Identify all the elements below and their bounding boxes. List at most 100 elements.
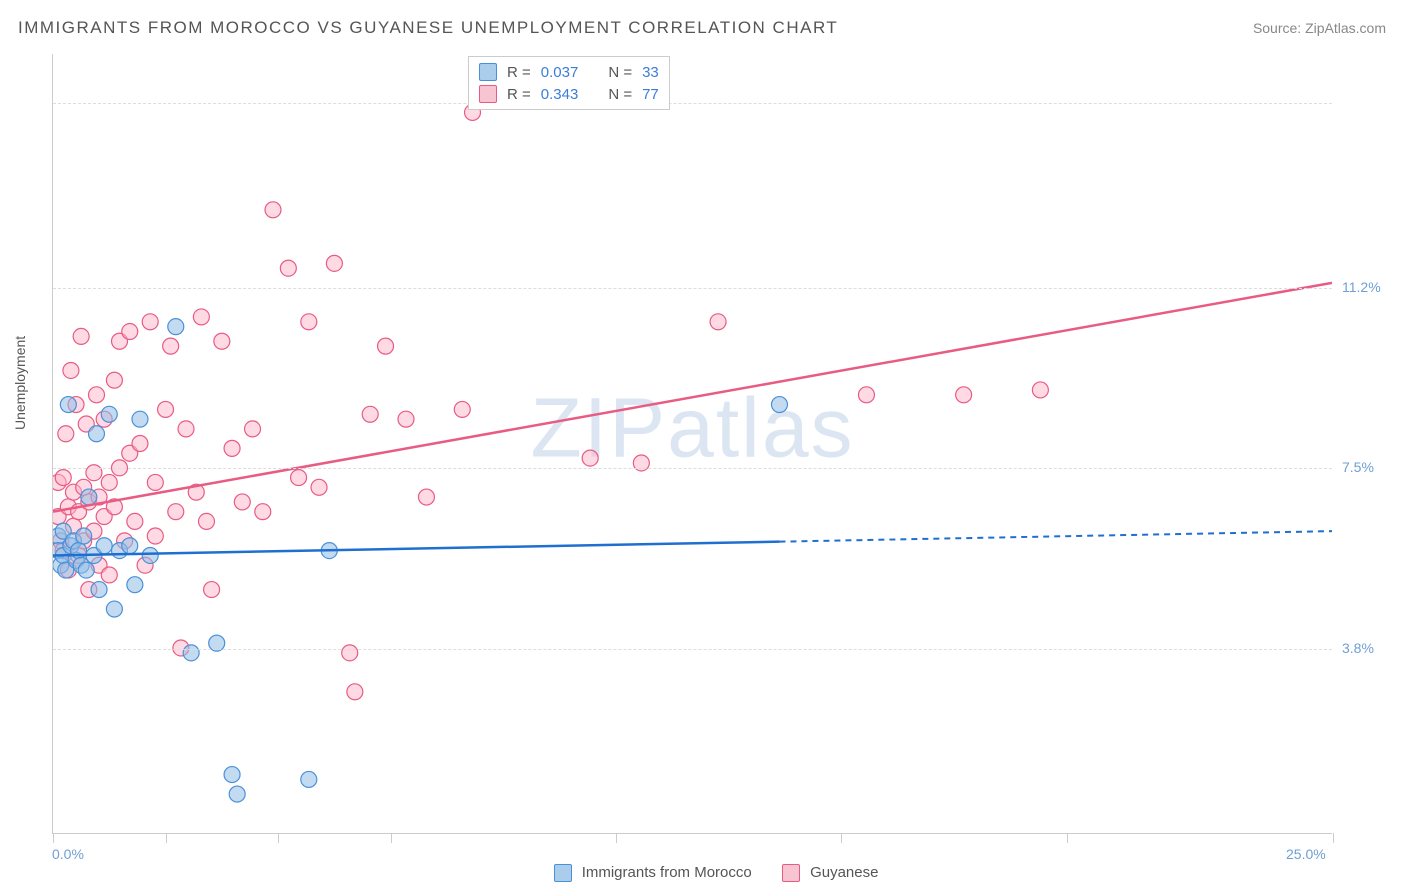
data-point-blue — [65, 533, 81, 549]
data-point-pink — [311, 479, 327, 495]
data-point-pink — [63, 362, 79, 378]
data-point-pink — [234, 494, 250, 510]
data-point-pink — [418, 489, 434, 505]
data-point-pink — [91, 557, 107, 573]
data-point-pink — [158, 401, 174, 417]
data-point-pink — [86, 465, 102, 481]
swatch-pink — [479, 85, 497, 103]
data-point-pink — [147, 528, 163, 544]
data-point-pink — [101, 474, 117, 490]
y-tick-label: 11.2% — [1342, 279, 1381, 295]
data-point-pink — [1032, 382, 1048, 398]
gridline — [53, 468, 1332, 469]
scatter-svg — [53, 54, 1332, 833]
data-point-pink — [193, 309, 209, 325]
data-point-pink — [53, 474, 66, 490]
n-value-blue: 33 — [642, 64, 659, 81]
data-point-pink — [71, 504, 87, 520]
gridline — [53, 103, 1332, 104]
gridline — [53, 649, 1332, 650]
data-point-pink — [68, 397, 84, 413]
n-value-pink: 77 — [642, 86, 659, 103]
data-point-pink — [65, 518, 81, 534]
x-tick — [166, 833, 167, 843]
data-point-pink — [88, 387, 104, 403]
watermark-bold: ZIP — [530, 380, 667, 474]
data-point-pink — [291, 470, 307, 486]
data-point-blue — [53, 557, 69, 573]
data-point-blue — [81, 489, 97, 505]
data-point-pink — [378, 338, 394, 354]
data-point-pink — [78, 416, 94, 432]
data-point-pink — [60, 499, 76, 515]
chart-title: IMMIGRANTS FROM MOROCCO VS GUYANESE UNEM… — [18, 18, 838, 38]
data-point-pink — [96, 509, 112, 525]
data-point-blue — [224, 767, 240, 783]
data-point-blue — [88, 426, 104, 442]
data-point-blue — [132, 411, 148, 427]
data-point-pink — [710, 314, 726, 330]
data-point-pink — [71, 547, 87, 563]
data-point-pink — [122, 324, 138, 340]
r-label: R = — [507, 86, 531, 103]
data-point-pink — [204, 582, 220, 598]
data-point-blue — [168, 319, 184, 335]
legend-row-morocco: R = 0.037 N = 33 — [479, 61, 659, 83]
gridline — [53, 288, 1332, 289]
data-point-blue — [63, 538, 79, 554]
watermark: ZIPatlas — [530, 379, 854, 476]
data-point-pink — [326, 255, 342, 271]
data-point-pink — [91, 489, 107, 505]
trendline-blue-extrapolated — [779, 531, 1332, 542]
data-point-pink — [73, 328, 89, 344]
data-point-blue — [55, 547, 71, 563]
data-point-blue — [71, 543, 87, 559]
data-point-blue — [86, 547, 102, 563]
legend-row-guyanese: R = 0.343 N = 77 — [479, 83, 659, 105]
chart-container: IMMIGRANTS FROM MOROCCO VS GUYANESE UNEM… — [0, 0, 1406, 892]
data-point-pink — [858, 387, 874, 403]
data-point-blue — [321, 543, 337, 559]
data-point-pink — [58, 426, 74, 442]
data-point-pink — [454, 401, 470, 417]
data-point-pink — [81, 582, 97, 598]
swatch-pink — [782, 864, 800, 882]
data-point-blue — [106, 601, 122, 617]
data-point-pink — [956, 387, 972, 403]
data-point-blue — [112, 543, 128, 559]
data-point-pink — [96, 411, 112, 427]
data-point-pink — [53, 533, 69, 549]
data-point-pink — [582, 450, 598, 466]
data-point-pink — [117, 533, 133, 549]
watermark-thin: atlas — [667, 380, 854, 474]
swatch-blue — [479, 63, 497, 81]
data-point-pink — [76, 479, 92, 495]
n-label: N = — [608, 64, 632, 81]
trendline-blue — [53, 542, 779, 556]
data-point-blue — [229, 786, 245, 802]
r-label: R = — [507, 64, 531, 81]
n-label: N = — [608, 86, 632, 103]
data-point-blue — [127, 577, 143, 593]
data-point-pink — [55, 470, 71, 486]
data-point-pink — [55, 543, 71, 559]
x-tick — [278, 833, 279, 843]
series-label-blue: Immigrants from Morocco — [582, 864, 752, 881]
data-point-blue — [60, 397, 76, 413]
data-point-blue — [91, 582, 107, 598]
data-point-pink — [60, 562, 76, 578]
swatch-blue — [554, 864, 572, 882]
data-point-pink — [81, 494, 97, 510]
data-point-pink — [245, 421, 261, 437]
data-point-blue — [53, 543, 66, 559]
data-point-pink — [280, 260, 296, 276]
data-point-pink — [112, 333, 128, 349]
y-tick-label: 7.5% — [1342, 459, 1374, 475]
data-point-blue — [68, 552, 84, 568]
data-point-pink — [224, 440, 240, 456]
x-tick — [1067, 833, 1068, 843]
data-point-pink — [198, 513, 214, 529]
data-point-blue — [58, 562, 74, 578]
data-point-pink — [106, 372, 122, 388]
data-point-pink — [301, 314, 317, 330]
